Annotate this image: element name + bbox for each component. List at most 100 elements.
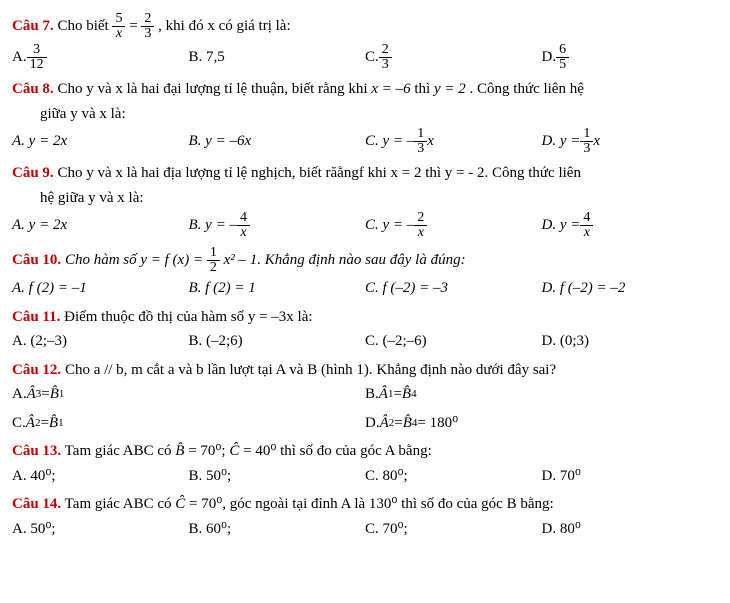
q7-text-before: Cho biết — [57, 18, 112, 34]
q14-ta: Tam giác ABC có — [65, 496, 176, 512]
question-11: Câu 11. Điểm thuộc đồ thị của hàm số y =… — [12, 306, 718, 329]
q13-bhat: B̂ — [175, 443, 184, 459]
q7-c-frac: 23 — [379, 43, 392, 72]
q11-text: Điểm thuộc đồ thị của hàm số y = –3x là: — [64, 309, 312, 325]
question-9: Câu 9. Cho y và x là hai địa lượng tỉ lệ… — [12, 162, 718, 185]
q12-b-rs: 4 — [411, 386, 417, 403]
q12-opt-d: D. Â2 = B̂4 = 180⁰ — [365, 412, 718, 435]
q9-d-pre: D. y = — [542, 214, 581, 237]
q10-opt-d: D. f (–2) = –2 — [542, 277, 719, 300]
q13-options: A. 40⁰; B. 50⁰; C. 80⁰; D. 70⁰ — [12, 465, 718, 488]
q8-d-suf: x — [593, 130, 600, 153]
q12-a-rs: 1 — [59, 386, 65, 403]
q8-opt-d: D. y = 13 x — [542, 127, 719, 156]
q9-opt-b: B. y = – 4x — [189, 211, 366, 240]
q7-c-pre: C. — [365, 46, 379, 69]
q10-label: Câu 10. — [12, 252, 61, 268]
q11-opt-b: B. (–2;6) — [189, 330, 366, 353]
q13-opt-d: D. 70⁰ — [542, 465, 719, 488]
q14-opt-d: D. 80⁰ — [542, 518, 719, 541]
q12-a-l: Â — [27, 383, 36, 406]
q11-label: Câu 11. — [12, 309, 60, 325]
q8-l1a: Cho y và x là hai đại lượng tỉ lệ thuận,… — [57, 81, 371, 97]
question-7: Câu 7. Cho biết 5x = 23 , khi đó x có gi… — [12, 12, 718, 41]
q12-options-row2: C. Â2 = B̂1 D. Â2 = B̂4 = 180⁰ — [12, 412, 718, 435]
q12-b-l: Â — [379, 383, 388, 406]
q12-b-eq: = — [393, 383, 401, 406]
q7-options: A. 312 B. 7,5 C. 23 D. 65 — [12, 43, 718, 72]
q8-opt-c: C. y = – 13 x — [365, 127, 542, 156]
q12-c-eq: = — [40, 412, 48, 435]
q12-b-r: B̂ — [402, 383, 411, 406]
q7-b: B. 7,5 — [189, 46, 225, 69]
q14-opt-a: A. 50⁰; — [12, 518, 189, 541]
q8-d-frac: 13 — [580, 127, 593, 156]
q7-opt-b: B. 7,5 — [189, 43, 366, 72]
q14-label: Câu 14. — [12, 496, 61, 512]
q8-options: A. y = 2x B. y = –6x C. y = – 13 x D. y … — [12, 127, 718, 156]
question-10: Câu 10. Cho hàm số y = f (x) = 12 x² – 1… — [12, 246, 718, 275]
q7-d-frac: 65 — [556, 43, 569, 72]
q11-opt-a: A. (2;–3) — [12, 330, 189, 353]
q9-l1: Cho y và x là hai địa lượng tỉ lệ nghịch… — [57, 165, 581, 181]
q7-text-after: , khi đó x có giá trị là: — [158, 18, 290, 34]
q8-label: Câu 8. — [12, 81, 54, 97]
q12-text: Cho a // b, m cắt a và b lần lượt tại A … — [65, 362, 556, 378]
q12-options-row1: A. Â3 = B̂1 B. Â1 = B̂4 — [12, 383, 718, 406]
q7-a-frac: 312 — [27, 43, 47, 72]
q9-opt-a: A. y = 2x — [12, 211, 189, 240]
q12-label: Câu 12. — [12, 362, 61, 378]
q12-c-pre: C. — [12, 412, 26, 435]
q14-chat: Ĉ — [175, 496, 185, 512]
q11-options: A. (2;–3) B. (–2;6) C. (–2;–6) D. (0;3) — [12, 330, 718, 353]
q10-opt-a: A. f (2) = –1 — [12, 277, 189, 300]
q12-opt-b: B. Â1 = B̂4 — [365, 383, 718, 406]
q12-c-r: B̂ — [49, 412, 58, 435]
q13-beq: = 70⁰; — [188, 443, 229, 459]
q9-label: Câu 9. — [12, 165, 54, 181]
q12-a-pre: A. — [12, 383, 27, 406]
q12-a-r: B̂ — [50, 383, 59, 406]
q8-c-frac: 13 — [414, 127, 427, 156]
q14-opt-c: C. 70⁰; — [365, 518, 542, 541]
q10-frac: 12 — [207, 246, 220, 275]
q10-options: A. f (2) = –1 B. f (2) = 1 C. f (–2) = –… — [12, 277, 718, 300]
q14-opt-b: B. 60⁰; — [189, 518, 366, 541]
q7-d-pre: D. — [542, 46, 557, 69]
q12-b-pre: B. — [365, 383, 379, 406]
q9-c-frac: 2x — [414, 211, 427, 240]
q12-d-l: Â — [380, 412, 389, 435]
q9-b-pre: B. y = – — [189, 214, 237, 237]
q10-tb: x² – 1. Khẳng định nào sau đây là đúng: — [224, 252, 466, 268]
q12-d-eq: = — [394, 412, 402, 435]
q12-c-l: Â — [26, 412, 35, 435]
q11-opt-c: C. (–2;–6) — [365, 330, 542, 353]
q7-opt-a: A. 312 — [12, 43, 189, 72]
q7-label: Câu 7. — [12, 18, 54, 34]
q8-xeq: x = –6 — [371, 81, 410, 97]
q12-a-eq: = — [41, 383, 49, 406]
q8-yeq: y = 2 — [434, 81, 466, 97]
q7-a-pre: A. — [12, 46, 27, 69]
q8-opt-a: A. y = 2x — [12, 127, 189, 156]
q9-d-frac: 4x — [580, 211, 593, 240]
q14-tb: = 70⁰, góc ngoài tại đỉnh A là 130⁰ thì … — [189, 496, 554, 512]
q8-l1b: . Công thức liên hệ — [470, 81, 584, 97]
q8-d-pre: D. y = — [542, 130, 581, 153]
q10-opt-b: B. f (2) = 1 — [189, 277, 366, 300]
q7-frac2: 23 — [141, 12, 154, 41]
q12-d-r: B̂ — [403, 412, 412, 435]
q9-b-frac: 4x — [237, 211, 250, 240]
q13-ceq: = 40⁰ thì số đo của góc A bằng: — [243, 443, 432, 459]
q13-opt-a: A. 40⁰; — [12, 465, 189, 488]
q12-c-rs: 1 — [58, 415, 64, 432]
q12-opt-c: C. Â2 = B̂1 — [12, 412, 365, 435]
q8-thi: thì — [414, 81, 434, 97]
q7-eq: = — [129, 18, 141, 34]
q7-opt-d: D. 65 — [542, 43, 719, 72]
q13-opt-b: B. 50⁰; — [189, 465, 366, 488]
q8-c-pre: C. y = – — [365, 130, 414, 153]
q9-line2: hệ giữa y và x là: — [40, 187, 718, 210]
q9-c-pre: C. y = – — [365, 214, 414, 237]
q12-opt-a: A. Â3 = B̂1 — [12, 383, 365, 406]
